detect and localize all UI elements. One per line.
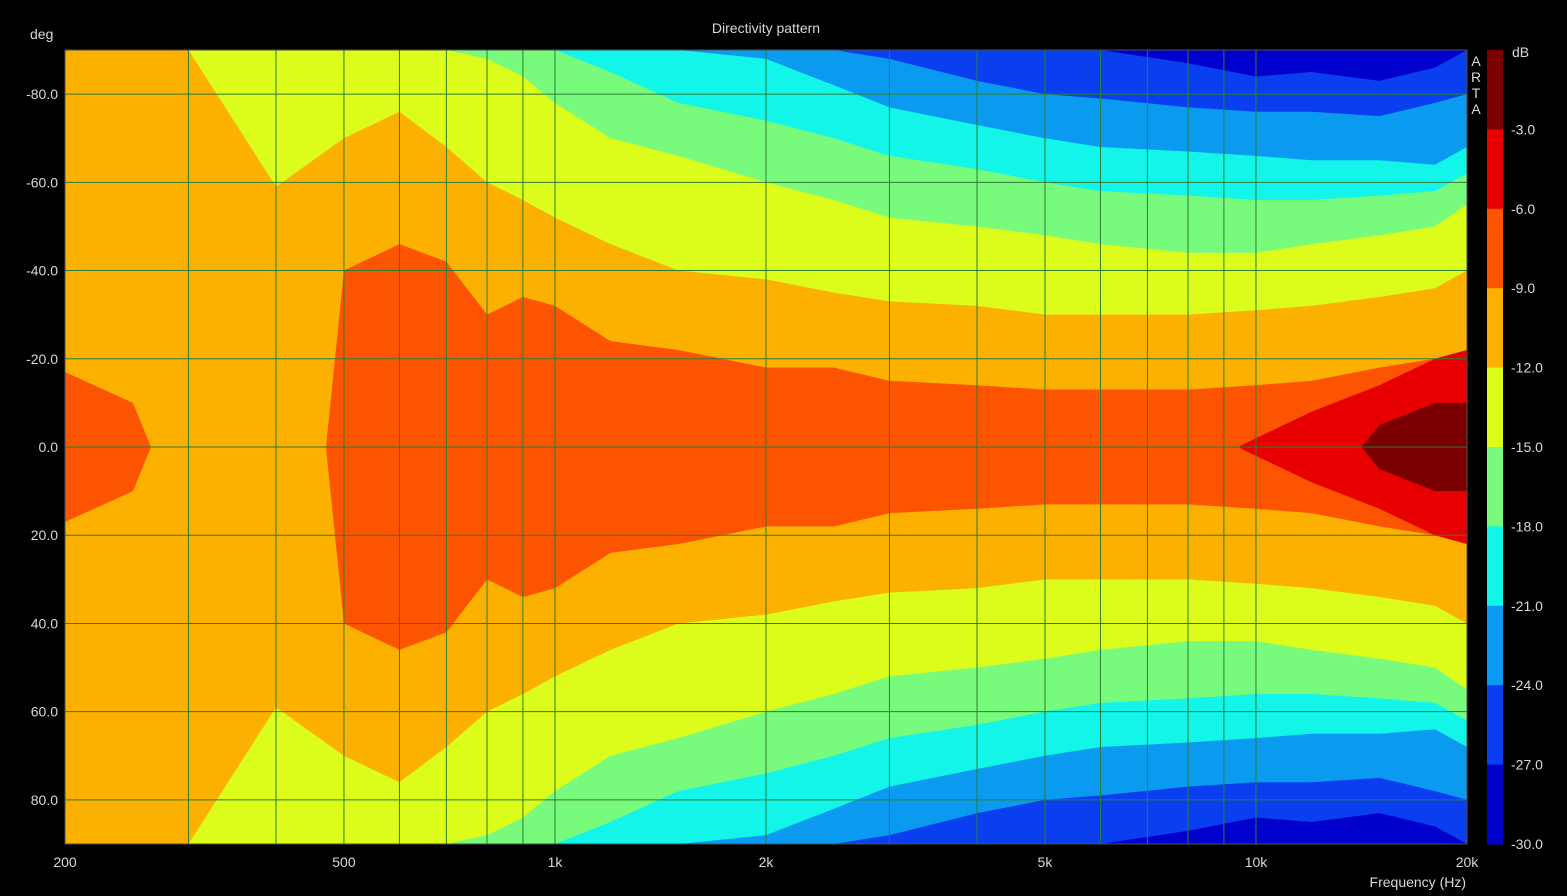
- colorbar-swatch: [1487, 447, 1503, 527]
- colorbar-unit-label: dB: [1512, 44, 1529, 60]
- colorbar-swatch: [1487, 605, 1503, 686]
- x-tick-label: 10k: [1245, 854, 1269, 870]
- colorbar-swatch: [1487, 288, 1503, 369]
- colorbar-tick-label: -3.0: [1511, 121, 1535, 137]
- watermark-letter: A: [1471, 101, 1481, 117]
- x-tick-label: 500: [332, 854, 356, 870]
- y-tick-label: 20.0: [31, 527, 58, 543]
- chart-title: Directivity pattern: [712, 20, 820, 36]
- watermark-letter: R: [1471, 69, 1481, 85]
- x-tick-label: 2k: [759, 854, 775, 870]
- x-tick-label: 20k: [1456, 854, 1480, 870]
- colorbar-swatch: [1487, 50, 1503, 130]
- colorbar-swatch: [1487, 129, 1503, 210]
- colorbar-tick-labels: -3.0 -6.0 -9.0 -12.0 -15.0 -18.0 -21.0 -24.0 -27…: [1511, 121, 1543, 852]
- colorbar: -3.0 -6.0 -9.0 -12.0 -15.0 -18.0 -21.0 -24.0 -27…: [1487, 50, 1543, 852]
- x-tick-label: 5k: [1038, 854, 1054, 870]
- y-tick-label: -80.0: [26, 86, 58, 102]
- watermark-letter: A: [1471, 53, 1481, 69]
- y-tick-label: 60.0: [31, 704, 58, 720]
- colorbar-tick-label: -12.0: [1511, 360, 1543, 376]
- plot-area: [64, 49, 1468, 845]
- plot-frame: [64, 49, 1468, 845]
- x-axis-label: Frequency (Hz): [1370, 874, 1466, 890]
- colorbar-swatches: [1487, 50, 1503, 845]
- y-tick-label: -40.0: [26, 263, 58, 279]
- colorbar-tick-label: -30.0: [1511, 836, 1543, 852]
- grid-lines: [64, 50, 1468, 844]
- colorbar-tick-label: -21.0: [1511, 598, 1543, 614]
- colorbar-swatch: [1487, 208, 1503, 289]
- colorbar-swatch: [1487, 685, 1503, 766]
- y-tick-label: 40.0: [31, 615, 58, 631]
- x-tick-label: 1k: [548, 854, 564, 870]
- colorbar-tick-label: -9.0: [1511, 280, 1535, 296]
- watermark-letter: T: [1472, 85, 1481, 101]
- x-tick-labels: 200 500 1k 2k 5k 10k 20k: [53, 854, 1479, 870]
- y-tick-label: 80.0: [31, 792, 58, 808]
- x-tick-label: 200: [53, 854, 77, 870]
- colorbar-swatch: [1487, 526, 1503, 607]
- colorbar-swatch: [1487, 764, 1503, 845]
- y-axis-label: deg: [30, 26, 53, 42]
- y-tick-label: -20.0: [26, 351, 58, 367]
- y-tick-label: -60.0: [26, 174, 58, 190]
- y-tick-label: 0.0: [39, 439, 59, 455]
- colorbar-tick-label: -6.0: [1511, 201, 1535, 217]
- colorbar-tick-label: -24.0: [1511, 677, 1543, 693]
- colorbar-tick-label: -15.0: [1511, 439, 1543, 455]
- y-tick-labels: -80.0 -60.0 -40.0 -20.0 0.0 20.0 40.0 60.0 80.0: [26, 86, 58, 808]
- colorbar-swatch: [1487, 367, 1503, 448]
- colorbar-tick-label: -27.0: [1511, 757, 1543, 773]
- colorbar-tick-label: -18.0: [1511, 518, 1543, 534]
